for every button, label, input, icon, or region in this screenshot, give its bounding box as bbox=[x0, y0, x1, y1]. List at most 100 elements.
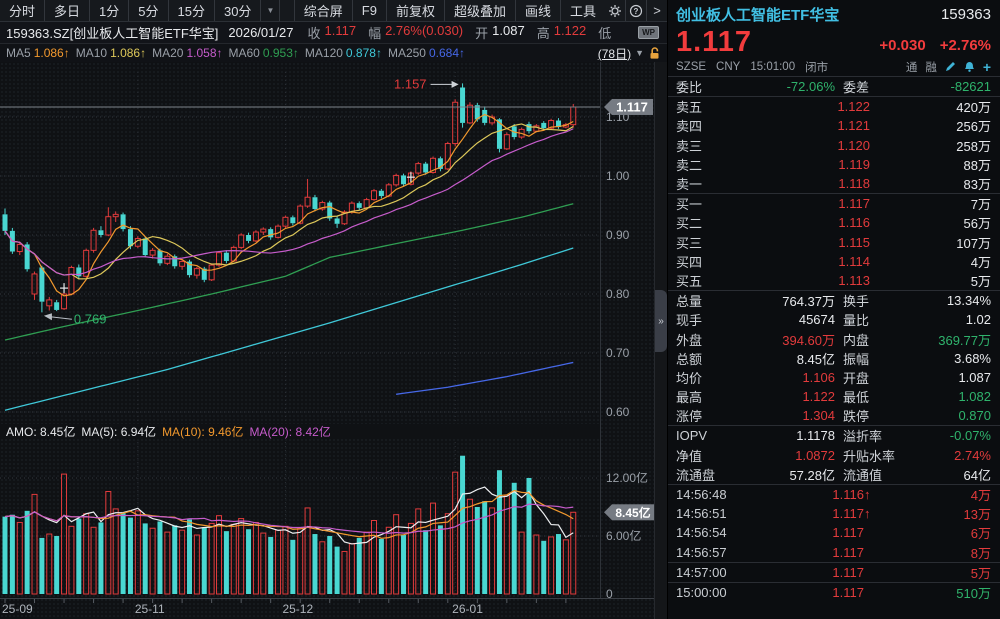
candlestick-volume-chart[interactable]: 1.101.000.900.800.700.6012.00亿6.00亿025-0… bbox=[0, 62, 654, 619]
bid-row[interactable]: 买一 1.117 7万 bbox=[668, 194, 1000, 213]
ask-row[interactable]: 卖一 1.118 83万 bbox=[668, 174, 1000, 193]
toolbar-menu-item[interactable]: F9 bbox=[351, 0, 386, 21]
ask-row[interactable]: 卖五 1.122 420万 bbox=[668, 97, 1000, 116]
top-toolbar: 分时 多日 1分 5分 15分 30分 ▼ 综合屏 F9 前复权 超级叠加 画线 工具 ? > bbox=[0, 0, 667, 22]
tick-volume: 8万 bbox=[970, 545, 991, 561]
period-dropdown-icon[interactable]: ▼ bbox=[261, 0, 281, 21]
toolbar-menu-item[interactable]: 前复权 bbox=[385, 0, 444, 21]
stat-value: 3.68% bbox=[954, 350, 991, 366]
field-value: 1.087 bbox=[492, 23, 525, 38]
low-annotation: 0.769 bbox=[74, 311, 107, 326]
security-name: 创业板人工智能ETF华宝 bbox=[676, 6, 840, 24]
toolbar-menu-item[interactable]: 综合屏 bbox=[293, 0, 352, 21]
bid-row-volume: 5万 bbox=[970, 273, 991, 289]
toolbar-tab[interactable]: 1分 bbox=[90, 0, 130, 21]
date-axis-label: 26-01 bbox=[452, 602, 483, 616]
toolbar-menu-item[interactable]: 超级叠加 bbox=[443, 0, 515, 21]
tick-row[interactable]: 14:56:54 1.117 6万 bbox=[668, 523, 1000, 542]
ohlc-fields: 收 1.117 幅 2.76%(0.030) 开 1.087 高 1.122 低 bbox=[307, 23, 627, 42]
bid-row-price: 1.113 bbox=[838, 272, 870, 288]
tick-row[interactable]: 15:00:00 1.117 510万 bbox=[668, 583, 1000, 602]
tick-time: 14:56:54 bbox=[676, 525, 727, 541]
bid-row-label: 买一 bbox=[676, 197, 703, 213]
tick-time: 14:57:00 bbox=[676, 564, 727, 580]
tick-row[interactable]: 14:56:57 1.117 8万 bbox=[668, 543, 1000, 562]
stat-label: 净值 bbox=[676, 448, 703, 464]
alert-bell-icon[interactable] bbox=[964, 61, 975, 73]
tick-time: 15:00:00 bbox=[676, 584, 727, 600]
period-count-link[interactable]: (78日) bbox=[597, 46, 632, 61]
ask-row[interactable]: 卖二 1.119 88万 bbox=[668, 155, 1000, 174]
ask-row-price: 1.118 bbox=[838, 176, 870, 192]
toolbar-tab[interactable]: 多日 bbox=[45, 0, 91, 21]
tick-divider bbox=[668, 581, 1000, 583]
quote-time: 15:01:00 bbox=[750, 60, 796, 73]
stat-label: 流通盘 bbox=[676, 467, 716, 483]
ask-row[interactable]: 卖三 1.120 258万 bbox=[668, 136, 1000, 155]
symbol-label: 159363.SZ[创业板人工智能ETF华宝] bbox=[6, 26, 219, 41]
stat-value: 1.0872 bbox=[795, 447, 835, 463]
toolbar-tab[interactable]: 分时 bbox=[0, 0, 46, 21]
volume-axis-tick: 12.00亿 bbox=[606, 470, 648, 485]
ask-row[interactable]: 卖四 1.121 256万 bbox=[668, 116, 1000, 135]
ma-value: 1.086↑ bbox=[110, 46, 147, 60]
stat-value: 2.74% bbox=[954, 447, 991, 463]
toolbar-tab[interactable]: 15分 bbox=[169, 0, 215, 21]
toolbar-menu-item[interactable]: 工具 bbox=[559, 0, 605, 21]
stat-label: 量比 bbox=[843, 313, 870, 329]
bid-row[interactable]: 买四 1.114 4万 bbox=[668, 252, 1000, 271]
panel-collapse-handle[interactable]: » bbox=[655, 290, 667, 352]
tick-row[interactable]: 14:56:51 1.117 ↑ 13万 bbox=[668, 504, 1000, 523]
stat-label: 均价 bbox=[676, 370, 703, 386]
stat-row: 总量 764.37万 换手 13.34% bbox=[668, 291, 1000, 310]
tick-divider bbox=[668, 561, 1000, 563]
bid-row-price: 1.115 bbox=[838, 234, 870, 250]
weicha-value: -82621 bbox=[950, 79, 991, 95]
stat-label: 最低 bbox=[843, 390, 870, 406]
stat-label: 最高 bbox=[676, 390, 703, 406]
period-caret-icon[interactable]: ▼ bbox=[635, 48, 644, 58]
tick-direction-icon: ↑ bbox=[864, 506, 871, 522]
unlock-icon[interactable] bbox=[648, 46, 661, 60]
stat-value: 45674 bbox=[798, 312, 835, 328]
settings-gear-icon[interactable] bbox=[605, 0, 626, 21]
ask-row-price: 1.121 bbox=[837, 118, 870, 134]
price-axis-tick: 0.70 bbox=[606, 346, 630, 360]
bid-row-volume: 4万 bbox=[970, 254, 991, 270]
toolbar-menu-item[interactable]: 画线 bbox=[514, 0, 560, 21]
stat-value: 1.122 bbox=[802, 389, 835, 405]
ask-row-label: 卖三 bbox=[676, 138, 703, 154]
bid-row-price: 1.117 bbox=[838, 196, 870, 212]
tick-row[interactable]: 14:56:48 1.116 ↑ 4万 bbox=[668, 485, 1000, 504]
wp-window-icon[interactable]: WP bbox=[638, 26, 659, 39]
tick-volume: 4万 bbox=[970, 488, 991, 504]
bid-row[interactable]: 买二 1.116 56万 bbox=[668, 213, 1000, 232]
field-label: 高 bbox=[536, 26, 550, 41]
toolbar-expand-icon[interactable]: > bbox=[653, 3, 661, 18]
stat-value: 394.60万 bbox=[782, 332, 835, 348]
tick-row[interactable]: 14:57:00 1.117 5万 bbox=[668, 563, 1000, 582]
bid-row[interactable]: 买三 1.115 107万 bbox=[668, 233, 1000, 252]
help-icon[interactable]: ? bbox=[626, 0, 647, 21]
tick-volume: 510万 bbox=[956, 585, 991, 601]
weibi-value: -72.06% bbox=[786, 79, 835, 95]
add-icon[interactable]: + bbox=[982, 58, 991, 75]
chart-area[interactable]: 1.10 1.00 0.90 0.80 0.70 0.60 12.00亿 6.00亿 0 25-0… bbox=[0, 62, 654, 619]
edit-pencil-icon[interactable] bbox=[945, 61, 956, 72]
bid-row[interactable]: 买五 1.113 5万 bbox=[668, 271, 1000, 290]
ma-value: 0.878↑ bbox=[345, 46, 382, 60]
field-value: 1.117 bbox=[324, 23, 357, 38]
ma-label: MA60 bbox=[228, 46, 260, 60]
current-volume-tag: 8.45亿 bbox=[615, 505, 650, 520]
bid-row-label: 买三 bbox=[676, 235, 703, 251]
ma-value: 0.684↑ bbox=[428, 46, 466, 60]
toolbar-tab[interactable]: 30分 bbox=[215, 0, 262, 21]
stat-label: 升贴水率 bbox=[843, 448, 896, 464]
bid-row-price: 1.116 bbox=[838, 215, 870, 231]
field-label: 幅 bbox=[368, 26, 382, 41]
stat-value: 1.304 bbox=[802, 408, 835, 424]
tick-price: 1.117 bbox=[832, 564, 864, 580]
ask-row-volume: 256万 bbox=[956, 119, 991, 135]
toolbar-tab[interactable]: 5分 bbox=[129, 0, 169, 21]
